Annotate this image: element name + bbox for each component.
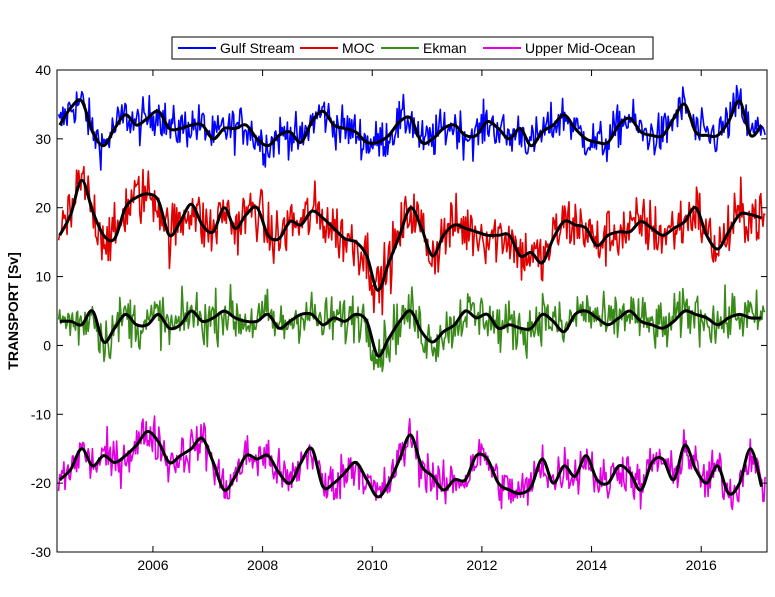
legend-label-upper-mid-ocean: Upper Mid-Ocean bbox=[525, 40, 636, 56]
x-tick-label: 2012 bbox=[466, 557, 497, 573]
y-tick-label: 40 bbox=[35, 62, 51, 78]
legend-label-gulf-stream: Gulf Stream bbox=[220, 40, 295, 56]
smoothed-lines bbox=[58, 98, 763, 499]
y-tick-label: -20 bbox=[31, 475, 51, 491]
legend: Gulf Stream MOC Ekman Upper Mid-Ocean bbox=[171, 36, 654, 60]
x-tick-label: 2008 bbox=[247, 557, 278, 573]
y-tick-label: 20 bbox=[35, 200, 51, 216]
smoothed-line-ekman bbox=[59, 309, 762, 358]
series-layer bbox=[57, 84, 766, 511]
y-tick-label: 30 bbox=[35, 131, 51, 147]
y-tick-label: 10 bbox=[35, 269, 51, 285]
series-line-gulf-stream bbox=[57, 84, 766, 171]
x-tick-label: 2016 bbox=[686, 557, 717, 573]
axis-ticks: 2006 2008 2010 2012 2014 2016 -30 -20 -10 0 10 20 30… bbox=[31, 62, 767, 573]
y-tick-label: 0 bbox=[43, 337, 51, 353]
smoothed-line-moc bbox=[58, 178, 762, 292]
smoothed-line-upper-mid-ocean bbox=[58, 429, 763, 499]
x-tick-label: 2006 bbox=[137, 557, 168, 573]
x-tick-label: 2014 bbox=[576, 557, 607, 573]
x-tick-label: 2010 bbox=[357, 557, 388, 573]
plot-frame bbox=[56, 69, 768, 553]
y-tick-label: -10 bbox=[31, 406, 51, 422]
legend-label-moc: MOC bbox=[342, 40, 375, 56]
series-line-moc bbox=[57, 165, 766, 316]
y-axis-label: TRANSPORT [Sv] bbox=[5, 252, 21, 369]
legend-label-ekman: Ekman bbox=[423, 40, 467, 56]
y-tick-label: -30 bbox=[31, 544, 51, 560]
smoothed-line-gulf-stream bbox=[58, 98, 763, 148]
